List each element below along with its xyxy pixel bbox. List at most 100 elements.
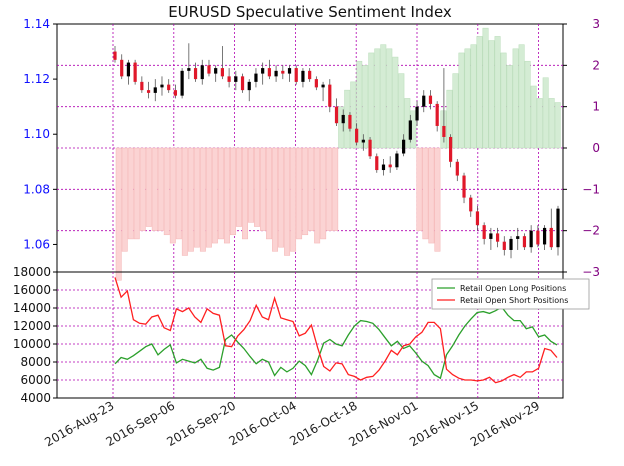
ssi-tick-label: 1 [592, 100, 600, 114]
candle-down [334, 106, 339, 124]
ssi-bar-negative [272, 147, 279, 252]
candle-up [261, 68, 265, 74]
ssi-bar-positive [554, 102, 561, 149]
ssi-bar-negative [248, 147, 254, 223]
ssi-bar-positive [548, 98, 555, 149]
candle-up [422, 95, 426, 107]
candle-down [536, 230, 540, 245]
price-tick-label: 1.14 [23, 17, 50, 31]
ssi-bar-positive [380, 44, 387, 149]
candle-up [126, 62, 131, 77]
ssi-bar-negative [223, 147, 230, 244]
ssi-tick-label: −3 [582, 265, 600, 279]
ssi-bar-negative [169, 147, 176, 244]
ssi-bar-negative [199, 147, 206, 252]
price-plot: 1.06 1.08 1.10 1.12 1.14 −3 −2 −1 0 1 2 3 EURUSD S… [23, 3, 600, 281]
ssi-bar-positive [494, 36, 501, 149]
candle-down [449, 136, 453, 162]
candle-down [207, 65, 211, 74]
ssi-bar-negative [217, 147, 224, 240]
ssi-bar-negative [266, 147, 273, 240]
positions-tick-label: 14000 [13, 301, 51, 315]
candle-down [522, 236, 527, 248]
positions-axis-ticks: 4000 6000 8000 10000 12000 14000 16000 18000 [13, 265, 57, 405]
ssi-bar-negative [236, 147, 242, 227]
ssi-bar-negative [127, 147, 134, 240]
ssi-axis-ticks: −3 −2 −1 0 1 2 3 [563, 17, 600, 279]
ssi-bar-positive [374, 48, 381, 149]
candle-up [509, 238, 513, 250]
price-candles [113, 43, 560, 259]
positions-tick-label: 16000 [13, 283, 51, 297]
candle-down [549, 227, 553, 248]
price-axis-ticks: 1.06 1.08 1.10 1.12 1.14 [23, 17, 57, 251]
candle-up [234, 76, 238, 82]
candle-down [469, 197, 473, 212]
price-tick-label: 1.06 [23, 237, 50, 251]
candle-down [368, 139, 372, 157]
candle-down [314, 79, 318, 88]
ssi-bar-positive [470, 44, 477, 149]
ssi-bar-negative [157, 147, 164, 231]
position-lines [114, 277, 558, 384]
series-line-short [114, 277, 558, 384]
ssi-bar-positive [530, 85, 537, 149]
candle-down [173, 90, 178, 96]
candle-down [133, 62, 137, 82]
ssi-bar-positive [368, 52, 375, 149]
ssi-bar-positive [524, 60, 531, 149]
ssi-bar-negative [145, 147, 152, 227]
legend-box [431, 278, 590, 310]
ssi-bar-positive [512, 48, 519, 149]
candle-down [495, 233, 500, 242]
candle-down [348, 114, 352, 129]
ssi-bar-positive [392, 56, 399, 149]
candle-up [542, 227, 547, 245]
ssi-bar-negative [193, 147, 200, 248]
candle-up [287, 68, 292, 74]
candle-up [341, 114, 345, 124]
candle-up [489, 233, 493, 239]
legend: Retail Open Long Positions Retail Open S… [431, 278, 590, 310]
positions-plot: 4000 6000 8000 10000 12000 14000 16000 18000 Re… [13, 265, 590, 405]
ssi-bar-negative [332, 147, 339, 231]
ssi-bar-negative [416, 147, 423, 231]
ssi-bar-positive [464, 48, 471, 149]
ssi-bar-negative [428, 147, 435, 244]
candle-down [267, 68, 271, 77]
candle-down [355, 128, 359, 143]
positions-tick-label: 18000 [13, 265, 51, 279]
date-axis-ticks: 2016-Aug-232016-Sep-062016-Sep-202016-Oc… [42, 398, 542, 449]
ssi-bar-negative [230, 147, 236, 236]
ssi-bar-positive [362, 65, 369, 149]
candle-down [308, 70, 312, 80]
candle-up [395, 153, 399, 168]
ssi-bar-negative [326, 147, 333, 231]
candle-down [140, 81, 144, 91]
legend-label-short: Retail Open Short Positions [460, 296, 568, 305]
ssi-bar-positive [452, 73, 459, 149]
ssi-bar-positive [482, 27, 489, 149]
ssi-bar-negative [115, 147, 122, 281]
ssi-tick-label: −2 [582, 224, 600, 238]
candle-up [274, 70, 278, 77]
candle-down [442, 125, 446, 137]
date-tick-label: 2016-Oct-04 [226, 398, 298, 448]
chart-title: EURUSD Speculative Sentiment Index [168, 3, 452, 21]
candle-up [529, 230, 533, 248]
ssi-tick-label: −1 [582, 182, 600, 196]
ssi-bar-negative [422, 147, 429, 240]
ssi-bar-negative [278, 147, 285, 248]
ssi-bar-positive [536, 98, 543, 149]
positions-tick-label: 12000 [13, 319, 51, 333]
candle-down [240, 76, 245, 91]
candle-up [516, 236, 520, 239]
positions-tick-label: 4000 [20, 391, 51, 405]
ssi-bar-positive [506, 65, 513, 149]
candle-down [462, 175, 466, 198]
ssi-bars [115, 27, 561, 281]
ssi-bar-negative [284, 147, 291, 256]
candle-down [146, 90, 151, 93]
ssi-tick-label: 2 [592, 58, 600, 72]
candle-down [294, 68, 298, 82]
